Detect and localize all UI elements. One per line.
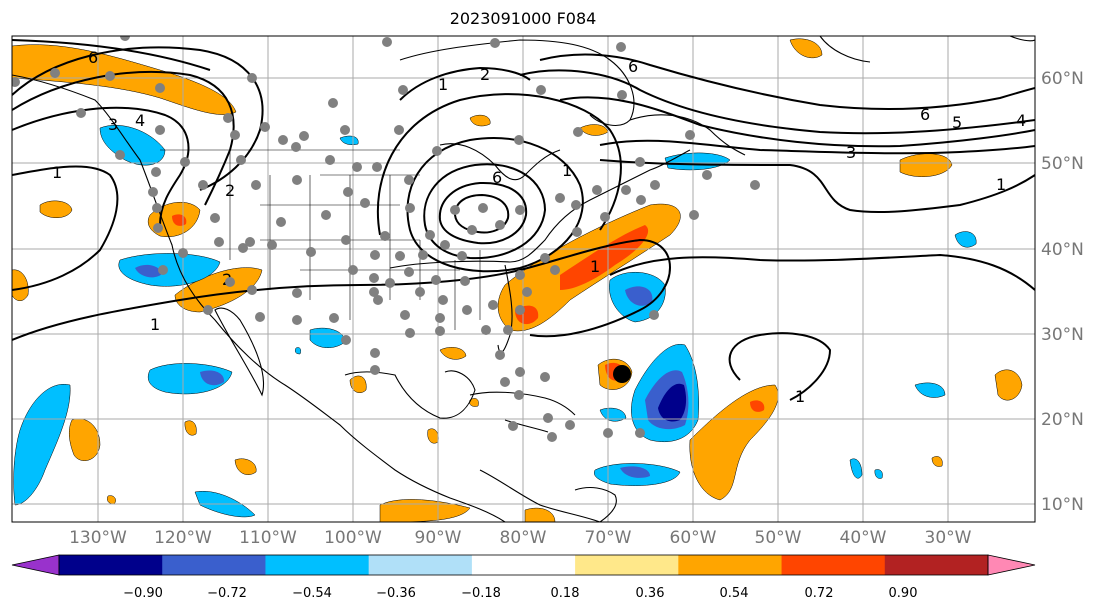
lon-label: 120°W xyxy=(154,528,212,548)
contour-label: 3 xyxy=(108,115,118,134)
contour-label: 2 xyxy=(225,181,235,200)
lat-label: 30°N xyxy=(1041,325,1084,345)
contour-label: 1 xyxy=(562,161,572,180)
colorbar xyxy=(11,554,1036,576)
contour-label: 6 xyxy=(88,48,98,67)
contour-label: 5 xyxy=(952,113,962,132)
lon-label: 100°W xyxy=(324,528,382,548)
lon-label: 50°W xyxy=(755,528,802,548)
contour-label: 1 xyxy=(438,75,448,94)
contour-labels: 6 1 2 6 5 4 3 1 1 4 3 1 2 2 1 1 6 1 6 xyxy=(52,48,1026,406)
lat-label: 20°N xyxy=(1041,410,1084,430)
contour-label: 3 xyxy=(846,143,856,162)
colorbar-tick-label: 0.54 xyxy=(720,586,749,601)
colorbar-swatch xyxy=(265,555,370,575)
lon-label: 30°W xyxy=(925,528,972,548)
colorbar-swatch xyxy=(59,555,163,575)
colorbar-tick-label: 0.72 xyxy=(805,586,834,601)
colorbar-swatch xyxy=(162,555,266,575)
colorbar-tick-label: 0.36 xyxy=(636,586,665,601)
lon-label: 130°W xyxy=(69,528,127,548)
colorbar-swatch xyxy=(368,555,473,575)
lat-label: 50°N xyxy=(1041,154,1084,174)
colorbar-swatch xyxy=(575,555,679,575)
colorbar-frame xyxy=(58,554,989,576)
colorbar-tick-labels: −0.90 −0.72 −0.54 −0.36 −0.18 0.18 0.36 … xyxy=(123,586,917,601)
contour-label: 1 xyxy=(590,257,600,276)
contour-label: 4 xyxy=(135,111,145,130)
plot-title: 2023091000 F084 xyxy=(449,9,597,28)
lat-label: 40°N xyxy=(1041,240,1084,260)
colorbar-swatch xyxy=(678,555,783,575)
contour-label: 1 xyxy=(996,175,1006,194)
colorbar-swatch xyxy=(781,555,886,575)
colorbar-tick-label: 0.18 xyxy=(551,586,580,601)
contour-label: 6 xyxy=(492,168,502,187)
colorbar-tick-label: −0.72 xyxy=(207,586,247,601)
station-dots xyxy=(12,36,760,442)
contour-label: 6 xyxy=(920,105,930,124)
contour-label: 1 xyxy=(795,387,805,406)
colorbar-swatch xyxy=(884,555,989,575)
lat-label: 10°N xyxy=(1041,495,1084,515)
colorbar-tick-label: 0.90 xyxy=(889,586,918,601)
colorbar-tick-label: −0.36 xyxy=(376,586,416,601)
longitude-axis: 130°W 120°W 110°W 100°W 90°W 80°W 70°W 6… xyxy=(69,528,972,548)
colorbar-swatch xyxy=(471,555,576,575)
lon-label: 90°W xyxy=(415,528,462,548)
colorbar-max-arrow xyxy=(987,554,1036,576)
colorbar-min-arrow xyxy=(11,554,60,576)
contour-label: 1 xyxy=(150,315,160,334)
colorbar-tick-label: −0.90 xyxy=(123,586,163,601)
lon-label: 80°W xyxy=(500,528,547,548)
contour-label: 4 xyxy=(1016,111,1026,130)
contour-label: 6 xyxy=(628,57,638,76)
lon-label: 110°W xyxy=(239,528,297,548)
lon-label: 40°W xyxy=(840,528,887,548)
contour-label: 1 xyxy=(52,163,62,182)
latitude-axis: 60°N 50°N 40°N 30°N 20°N 10°N xyxy=(1041,69,1084,515)
colorbar-tick-label: −0.54 xyxy=(292,586,332,601)
storm-center-marker xyxy=(613,365,631,383)
lon-label: 60°W xyxy=(670,528,717,548)
colorbar-tick-label: −0.18 xyxy=(461,586,501,601)
gridlines xyxy=(12,36,1035,522)
contour-label: 2 xyxy=(480,65,490,84)
lat-label: 60°N xyxy=(1041,69,1084,89)
state-borders xyxy=(160,149,481,330)
plot-frame xyxy=(11,35,1036,523)
lon-label: 70°W xyxy=(585,528,632,548)
